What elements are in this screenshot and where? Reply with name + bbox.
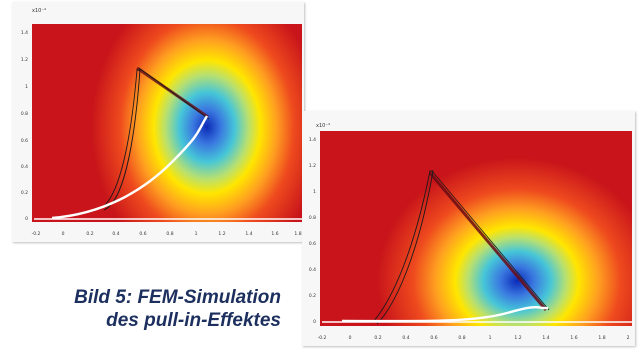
x-tick: 1.8 (294, 231, 301, 237)
caption-line-2: des pull-in-Effektes (106, 310, 281, 331)
y-tick: 0.6 (309, 241, 316, 247)
y-tick: 0.8 (309, 215, 316, 221)
beam-outline (99, 69, 141, 211)
y-tick: 0.4 (21, 164, 28, 170)
x-tick: 1.2 (218, 231, 225, 237)
figure-caption: Bild 5: FEM-Simulation des pull-in-Effek… (74, 286, 281, 332)
y-tick: 1.2 (309, 163, 316, 169)
x-axis: -0.2 0 0.2 0.4 0.6 0.8 1 1.2 1.4 1.6 1.8… (318, 335, 630, 341)
x-tick: 1 (489, 335, 492, 341)
fem-plot-2: x10⁻⁴ 1.4 1.2 1 0.8 0.6 0.4 0.2 0 -0.2 0… (302, 111, 635, 346)
x-tick: 1.8 (598, 335, 605, 341)
x-tick: 1 (195, 231, 198, 237)
caption-line-1: Bild 5: FEM-Simulation (74, 287, 281, 308)
y-axis: 1.4 1.2 1 0.8 0.6 0.4 0.2 0 (21, 30, 28, 222)
x-tick: 0.2 (374, 335, 381, 341)
y-tick: 1.4 (309, 137, 316, 143)
fem-plot-1-svg: x10⁻⁴ 1.4 1.2 1 0.8 0.6 0.4 0.2 0 -0.2 0… (21, 8, 302, 237)
x-tick: 0 (349, 335, 352, 341)
y-tick: 0.4 (309, 267, 316, 273)
x-tick: 0.6 (139, 231, 146, 237)
x-tick: 0.4 (112, 231, 119, 237)
x-tick: 1.4 (245, 231, 252, 237)
y-tick: 0.2 (309, 293, 316, 299)
scale-label: x10⁻⁴ (32, 8, 46, 14)
y-tick: 0.2 (21, 190, 28, 196)
fem-plot-1: x10⁻⁴ 1.4 1.2 1 0.8 0.6 0.4 0.2 0 -0.2 0… (12, 2, 304, 242)
fem-plot-2-svg: x10⁻⁴ 1.4 1.2 1 0.8 0.6 0.4 0.2 0 -0.2 0… (309, 123, 632, 341)
field-map (32, 24, 302, 222)
x-tick: 0.6 (430, 335, 437, 341)
x-tick: 0 (62, 231, 65, 237)
y-tick: 0.6 (21, 138, 28, 144)
x-tick: 0.2 (86, 231, 93, 237)
y-tick: 1.2 (21, 57, 28, 63)
x-tick: 2 (627, 335, 630, 341)
x-axis: -0.2 0 0.2 0.4 0.6 0.8 1 1.2 1.4 1.6 1.8 (32, 231, 302, 237)
beam-top (138, 67, 210, 120)
y-tick: 0 (313, 319, 316, 325)
scale-label: x10⁻⁴ (316, 123, 330, 129)
x-tick: 1.4 (542, 335, 549, 341)
y-tick: 1.4 (21, 30, 28, 36)
deformation-trace (341, 305, 549, 323)
y-axis: 1.4 1.2 1 0.8 0.6 0.4 0.2 0 (309, 137, 316, 325)
x-tick: 0.4 (402, 335, 409, 341)
x-tick: 1.2 (514, 335, 521, 341)
y-tick: 1 (313, 189, 316, 195)
x-tick: 1.6 (570, 335, 577, 341)
deformation-trace (51, 115, 209, 220)
y-tick: 0.8 (21, 111, 28, 117)
y-tick: 1 (25, 84, 28, 90)
beam-outline (371, 170, 434, 325)
x-tick: 0.8 (458, 335, 465, 341)
field-streak (428, 172, 548, 311)
x-tick: -0.2 (32, 231, 41, 237)
y-tick: 0 (25, 216, 28, 222)
x-tick: -0.2 (318, 335, 327, 341)
beam-top (431, 170, 550, 311)
x-tick: 1.6 (271, 231, 278, 237)
x-tick: 0.8 (166, 231, 173, 237)
